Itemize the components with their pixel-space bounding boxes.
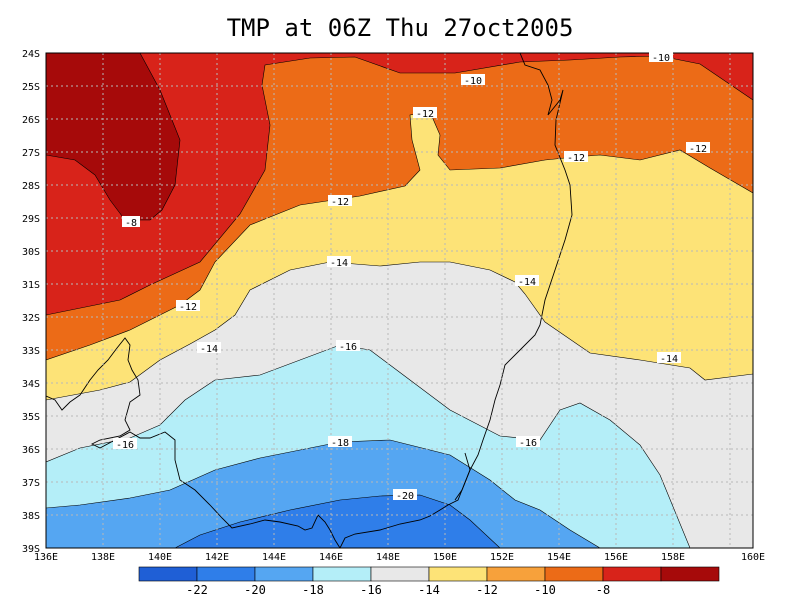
contour-label-e: -12 xyxy=(689,144,707,155)
contour-label-h: -8 xyxy=(125,218,137,229)
lat-tick-label: 37S xyxy=(22,478,40,489)
colorbar-label: -20 xyxy=(244,583,266,597)
lon-tick-label: 142E xyxy=(205,552,229,563)
lat-tick-label: 27S xyxy=(22,148,40,159)
lon-tick-label: 160E xyxy=(741,552,765,563)
lat-tick-label: 38S xyxy=(22,511,40,522)
lat-tick-label: 29S xyxy=(22,214,40,225)
lon-tick-label: 140E xyxy=(148,552,172,563)
colorbar-label: -22 xyxy=(186,583,208,597)
coastline-east xyxy=(339,53,573,548)
contour-label-d: -12 xyxy=(567,153,585,164)
border-nsw-vic xyxy=(454,452,471,501)
lon-axis-labels: 136E 138E 140E 142E 144E 146E 148E 150E … xyxy=(34,552,765,563)
contour-label-m: -16 xyxy=(339,342,357,353)
contour-label-q: -20 xyxy=(396,491,414,502)
lon-tick-label: 158E xyxy=(661,552,685,563)
lat-tick-label: 39S xyxy=(22,544,40,555)
contour-minus12 xyxy=(46,111,753,361)
contour-label-b: -10 xyxy=(464,76,482,87)
colorbar-swatch xyxy=(544,566,604,582)
lat-axis-labels: 24S 25S 26S 27S 28S 29S 30S 31S 32S 33S … xyxy=(22,49,40,555)
contour-label-g: -12 xyxy=(179,302,197,313)
lat-tick-label: 33S xyxy=(22,346,40,357)
colorbar-swatch xyxy=(486,566,546,582)
contour-label-c: -12 xyxy=(416,109,434,120)
contour-label-a: -10 xyxy=(652,53,670,64)
lat-tick-label: 26S xyxy=(22,115,40,126)
lon-tick-label: 152E xyxy=(490,552,514,563)
lat-tick-label: 34S xyxy=(22,379,40,390)
lat-tick-label: 31S xyxy=(22,280,40,291)
contour-label-j: -14 xyxy=(518,277,536,288)
colorbar-label: -8 xyxy=(596,583,610,597)
map-title: TMP at 06Z Thu 27oct2005 xyxy=(226,14,574,42)
lon-tick-label: 138E xyxy=(91,552,115,563)
lon-tick-label: 156E xyxy=(604,552,628,563)
lon-tick-label: 136E xyxy=(34,552,58,563)
contour-minus16 xyxy=(46,344,691,548)
lat-tick-label: 30S xyxy=(22,247,40,258)
lat-tick-label: 24S xyxy=(22,49,40,60)
contour-minus8 xyxy=(46,53,181,221)
contour-label-f: -12 xyxy=(331,197,349,208)
colorbar-label: -12 xyxy=(476,583,498,597)
colorbar-swatch xyxy=(602,566,662,582)
colorbar-swatches xyxy=(138,566,720,582)
plot-frame xyxy=(45,52,754,549)
band-minus22-to-minus20 xyxy=(175,495,500,548)
colorbar-label: -14 xyxy=(418,583,440,597)
colorbar-label: -16 xyxy=(360,583,382,597)
colorbar-swatch xyxy=(370,566,430,582)
lon-tick-label: 150E xyxy=(433,552,457,563)
contour-label-o: -16 xyxy=(519,438,537,449)
lat-tick-label: 36S xyxy=(22,445,40,456)
colorbar-swatch xyxy=(428,566,488,582)
contour-minus20 xyxy=(174,494,501,548)
colorbar-swatch xyxy=(660,566,720,582)
contour-label-k: -14 xyxy=(200,344,218,355)
contour-minus14 xyxy=(46,261,753,401)
contour-labels: -10 -10 -12 -12 -12 -12 -12 -8 -14 -14 -… xyxy=(113,51,710,502)
colorbar-swatch xyxy=(254,566,314,582)
colorbar-label: -10 xyxy=(534,583,556,597)
lat-tick-label: 28S xyxy=(22,181,40,192)
contour-minus10-west xyxy=(46,55,753,316)
lon-tick-label: 148E xyxy=(376,552,400,563)
lat-tick-label: 32S xyxy=(22,313,40,324)
contour-label-l: -14 xyxy=(660,354,678,365)
lat-tick-label: 25S xyxy=(22,82,40,93)
lon-tick-label: 154E xyxy=(547,552,571,563)
colorbar-labels: -22 -20 -18 -16 -14 -12 -10 -8 xyxy=(186,583,610,597)
colorbar-swatch xyxy=(138,566,198,582)
colorbar-swatch xyxy=(196,566,256,582)
contour-label-p: -18 xyxy=(331,438,349,449)
band-minus8-and-above xyxy=(46,53,180,220)
contour-label-i: -14 xyxy=(330,258,348,269)
lon-tick-label: 144E xyxy=(262,552,286,563)
colorbar: -22 -20 -18 -16 -14 -12 -10 -8 xyxy=(138,566,720,597)
contour-label-n: -16 xyxy=(116,440,134,451)
lon-tick-label: 146E xyxy=(319,552,343,563)
colorbar-label: -18 xyxy=(302,583,324,597)
lat-tick-label: 35S xyxy=(22,412,40,423)
colorbar-swatch xyxy=(312,566,372,582)
